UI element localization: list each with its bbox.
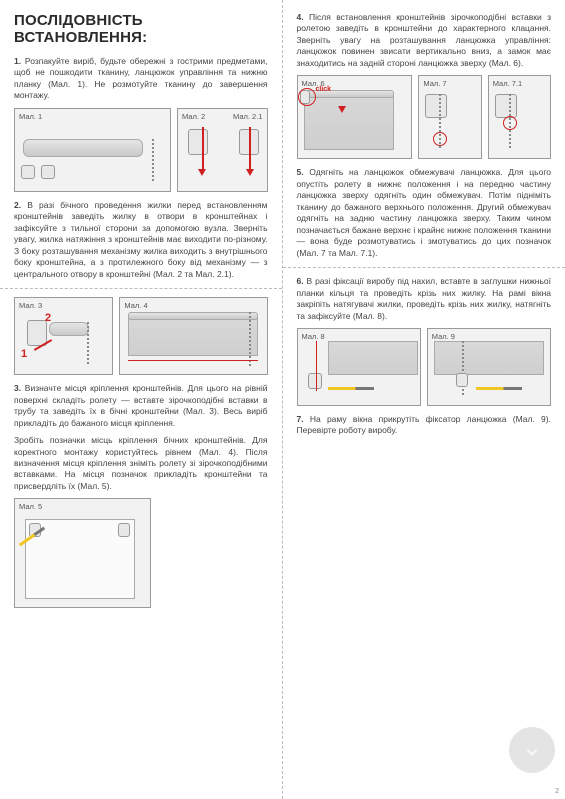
divider-left-1 — [0, 288, 282, 289]
fig-row-3: Мал. 5 — [14, 498, 268, 608]
step-4-num: 4. — [297, 12, 304, 22]
page-title: ПОСЛІДОВНІСТЬ ВСТАНОВЛЕННЯ: — [14, 12, 268, 46]
figure-3-label: Мал. 3 — [19, 301, 42, 310]
step-2-text: 2. В разі бічного проведення жилки перед… — [14, 200, 268, 280]
figure-5: Мал. 5 — [14, 498, 151, 608]
figure-7: Мал. 7 — [418, 75, 481, 159]
step-3a-body: Визначте місця кріплення кронштейнів. Дл… — [14, 383, 268, 427]
figure-8-label: Мал. 8 — [302, 332, 325, 341]
watermark-icon — [509, 727, 555, 773]
step-1-body: Розпакуйте виріб, будьте обережні з гост… — [14, 56, 268, 100]
fig-row-4: Мал. 6 click Мал. 7 Мал. 7.1 — [297, 75, 552, 159]
fig-row-1: Мал. 1 Мал. 2 Мал. 2.1 — [14, 108, 268, 192]
step-4-text: 4. Після встановлення кронштейнів зірочк… — [297, 12, 552, 69]
page-number: 2 — [555, 788, 559, 795]
step-3a-text: 3. Визначте місця кріплення кронштейнів.… — [14, 383, 268, 429]
step-5-body: Одягніть на ланцюжок обмежувачі ланцюжка… — [297, 167, 552, 257]
right-column: 4. Після встановлення кронштейнів зірочк… — [283, 0, 565, 799]
step-3b-body: Зробіть позначки місць кріплення бічних … — [14, 435, 268, 491]
figure-6: Мал. 6 click — [297, 75, 413, 159]
figure-9-label: Мал. 9 — [432, 332, 455, 341]
step-2-num: 2. — [14, 200, 21, 210]
figure-9: Мал. 9 — [427, 328, 551, 406]
step-3b-text: Зробіть позначки місць кріплення бічних … — [14, 435, 268, 492]
step-3-num: 3. — [14, 383, 21, 393]
figure-4: Мал. 4 — [119, 297, 267, 375]
step-4-body: Після встановлення кронштейнів зірочкопо… — [297, 12, 552, 68]
step-5-text: 5. Одягніть на ланцюжок обмежувачі ланцю… — [297, 167, 552, 259]
figure-7-label: Мал. 7 — [423, 79, 446, 88]
figure-4-label: Мал. 4 — [124, 301, 147, 310]
step-6-text: 6. В разі фіксації виробу під нахил, вст… — [297, 276, 552, 322]
step-2-body: В разі бічного проведення жилки перед вс… — [14, 200, 268, 279]
figure-2: Мал. 2 Мал. 2.1 — [177, 108, 268, 192]
step-1-num: 1. — [14, 56, 21, 66]
step-1-text: 1. Розпакуйте виріб, будьте обережні з г… — [14, 56, 268, 102]
figure-1-label: Мал. 1 — [19, 112, 42, 121]
fig-row-2: Мал. 3 1 2 Мал. 4 — [14, 297, 268, 375]
left-column: ПОСЛІДОВНІСТЬ ВСТАНОВЛЕННЯ: 1. Розпакуйт… — [0, 0, 283, 799]
step-6-body: В разі фіксації виробу під нахил, вставт… — [297, 276, 552, 320]
figure-71-label: Мал. 7.1 — [493, 79, 522, 88]
figure-8: Мал. 8 — [297, 328, 421, 406]
figure-3: Мал. 3 1 2 — [14, 297, 113, 375]
figure-2-label: Мал. 2 — [182, 112, 205, 121]
divider-right-1 — [283, 267, 565, 268]
figure-21-label: Мал. 2.1 — [233, 112, 262, 121]
figure-1: Мал. 1 — [14, 108, 171, 192]
click-label: click — [316, 86, 332, 93]
step-7-body: На раму вікна прикрутіть фіксатор ланцюж… — [297, 414, 551, 435]
fig-row-5: Мал. 8 Мал. 9 — [297, 328, 552, 406]
figure-5-label: Мал. 5 — [19, 502, 42, 511]
step-5-num: 5. — [297, 167, 304, 177]
step-7-num: 7. — [297, 414, 304, 424]
figure-7-1: Мал. 7.1 — [488, 75, 551, 159]
step-6-num: 6. — [297, 276, 304, 286]
step-7-text: 7. На раму вікна прикрутіть фіксатор лан… — [297, 414, 552, 437]
